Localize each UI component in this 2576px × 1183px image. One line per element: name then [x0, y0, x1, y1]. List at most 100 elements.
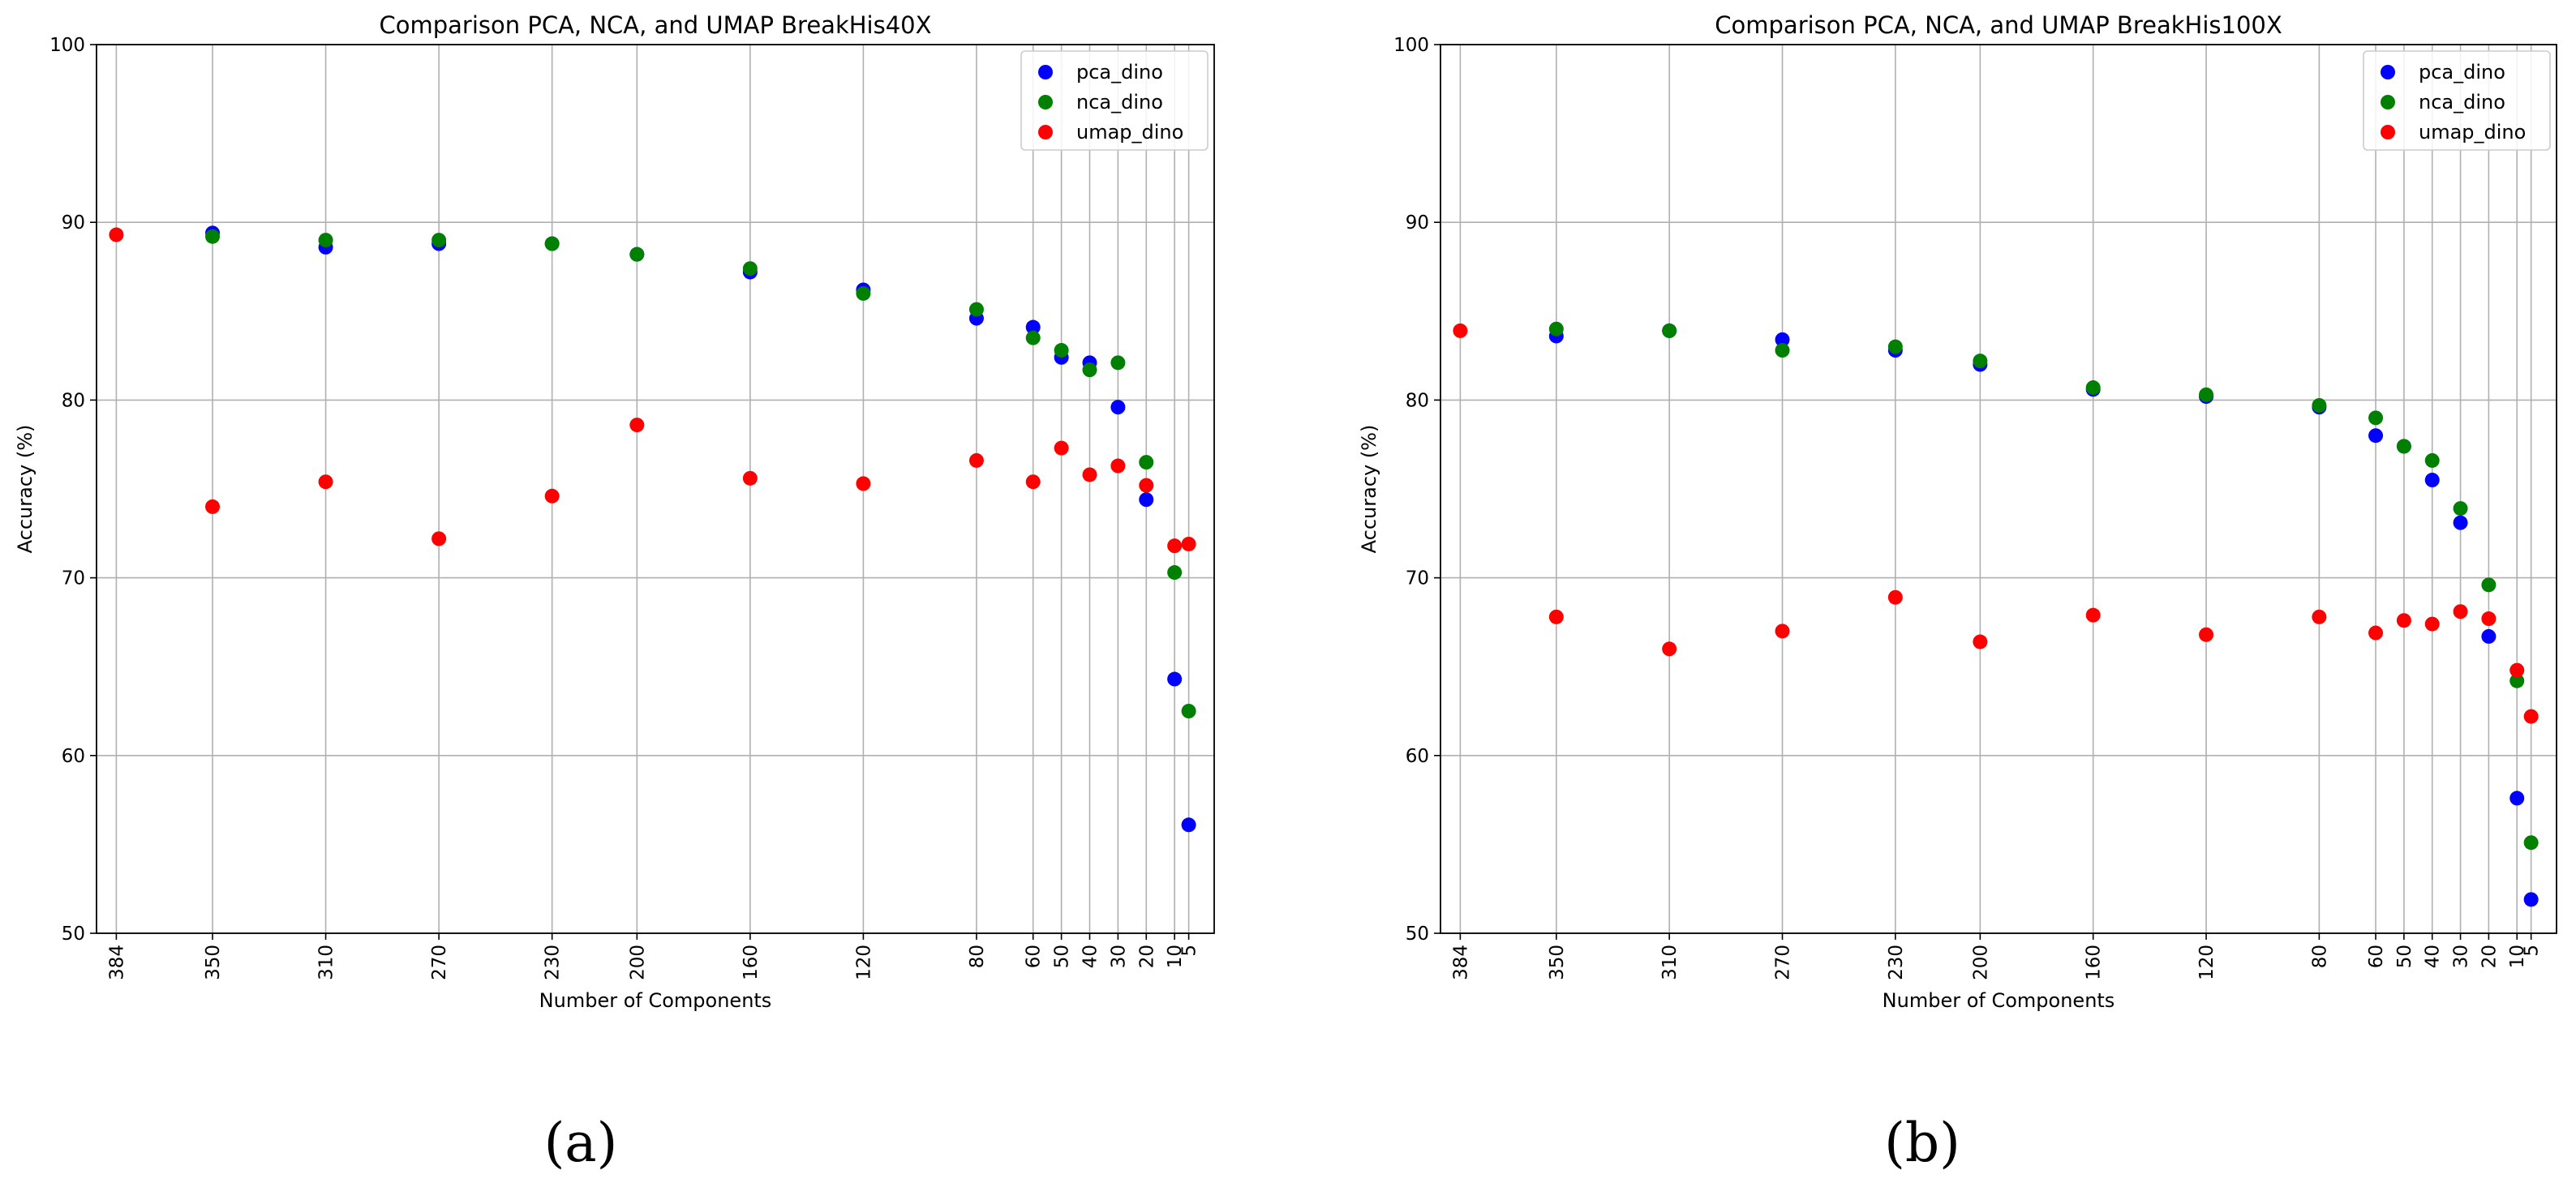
data-point-nca_dino [1110, 355, 1126, 371]
data-point-pca_dino [1181, 817, 1196, 833]
chart-title: Comparison PCA, NCA, and UMAP BreakHis40… [380, 11, 932, 39]
data-point-pca_dino [1025, 319, 1041, 335]
data-point-umap_dino [1025, 474, 1041, 490]
x-tick-label: 200 [627, 945, 648, 980]
data-point-umap_dino [856, 476, 871, 491]
x-tick-label: 5 [2522, 945, 2543, 957]
x-tick-label: 20 [2479, 945, 2500, 968]
x-tick-label: 50 [2394, 945, 2415, 968]
legend-marker [2381, 125, 2395, 139]
y-tick-label: 90 [62, 212, 85, 234]
data-point-umap_dino [629, 418, 645, 433]
x-tick-label: 270 [1773, 945, 1794, 980]
x-tick-label: 60 [2366, 945, 2387, 968]
x-tick-label: 30 [1108, 945, 1129, 968]
x-tick-label: 50 [1052, 945, 1073, 968]
data-point-umap_dino [2509, 662, 2525, 678]
x-tick-label: 30 [2451, 945, 2472, 968]
data-point-umap_dino [1453, 323, 1468, 338]
data-point-nca_dino [1054, 343, 1069, 358]
data-point-nca_dino [1181, 704, 1196, 718]
legend-label: pca_dino [1076, 61, 1163, 84]
legend-box [2363, 50, 2551, 151]
data-point-umap_dino [1082, 467, 1097, 482]
data-point-umap_dino [544, 488, 560, 504]
data-point-nca_dino [2509, 673, 2525, 688]
x-tick-label: 80 [2309, 945, 2330, 968]
data-point-nca_dino [1548, 321, 1564, 336]
data-point-umap_dino [1548, 609, 1564, 624]
x-tick-label: 310 [1659, 945, 1681, 980]
x-tick-label: 350 [203, 945, 224, 980]
series-nca_dino [205, 229, 1196, 718]
legend-box [1020, 50, 1209, 151]
x-axis-label: Number of Components [1883, 989, 2115, 1012]
legend-label: nca_dino [1076, 91, 1163, 114]
y-axis-label: Accuracy (%) [1358, 425, 1380, 554]
x-tick-label: 384 [106, 945, 127, 980]
series-pca_dino [1548, 323, 2539, 907]
legend-label: pca_dino [2419, 61, 2505, 84]
data-point-nca_dino [2523, 835, 2539, 851]
data-point-nca_dino [2424, 452, 2440, 468]
data-point-umap_dino [2199, 627, 2214, 642]
x-tick-label: 40 [1080, 945, 1101, 968]
x-tick-label: 20 [1136, 945, 1157, 968]
y-tick-label: 60 [62, 746, 85, 767]
x-tick-label: 10 [1165, 945, 1186, 968]
data-point-nca_dino [1139, 455, 1154, 470]
data-point-nca_dino [431, 233, 447, 248]
data-point-nca_dino [629, 246, 645, 262]
x-tick-label: 384 [1450, 945, 1471, 980]
y-tick-label: 60 [1406, 746, 1429, 767]
data-point-umap_dino [2481, 611, 2497, 627]
data-point-nca_dino [1082, 362, 1097, 378]
data-point-nca_dino [1167, 565, 1183, 581]
data-point-pca_dino [2523, 892, 2539, 907]
series-umap_dino [1453, 323, 2539, 724]
data-point-nca_dino [856, 285, 871, 301]
legend-marker [2381, 95, 2395, 109]
x-axis-label: Number of Components [539, 989, 772, 1012]
legend-marker [2381, 65, 2395, 79]
data-point-nca_dino [544, 236, 560, 251]
y-tick-label: 100 [49, 35, 85, 56]
data-point-nca_dino [2481, 577, 2497, 593]
x-tick-label: 5 [1179, 945, 1200, 957]
data-point-umap_dino [1775, 624, 1790, 639]
y-tick-label: 70 [1406, 568, 1429, 589]
data-point-pca_dino [1775, 332, 1790, 347]
x-tick-label: 230 [1886, 945, 1907, 980]
data-point-umap_dino [1887, 589, 1903, 605]
x-tick-label: 160 [741, 945, 762, 980]
data-point-pca_dino [1139, 492, 1154, 508]
x-tick-label: 160 [2084, 945, 2105, 980]
x-tick-label: 10 [2507, 945, 2528, 968]
data-point-umap_dino [2396, 613, 2411, 628]
y-tick-label: 80 [1406, 390, 1429, 411]
chart-panel-a: 384 350 310 270 230 200 160 120 80 60 50 40 30 20 105 5… [14, 11, 1215, 1174]
data-point-pca_dino [1167, 671, 1183, 687]
data-point-nca_dino [2368, 410, 2384, 426]
data-point-nca_dino [1662, 323, 1677, 338]
data-point-nca_dino [2199, 387, 2214, 402]
x-tick-label: 350 [1547, 945, 1568, 980]
legend: pca_dino nca_dino umap_dino [1020, 50, 1209, 151]
data-point-umap_dino [2312, 609, 2327, 624]
y-tick-label: 50 [62, 924, 85, 945]
data-point-umap_dino [2424, 616, 2440, 632]
x-tick-label: 40 [2423, 945, 2444, 968]
y-tick-label: 90 [1406, 212, 1429, 234]
data-point-umap_dino [1167, 538, 1183, 554]
data-point-nca_dino [742, 261, 758, 276]
data-point-umap_dino [1054, 440, 1069, 456]
data-point-umap_dino [2368, 625, 2384, 641]
data-point-umap_dino [968, 452, 984, 468]
data-point-umap_dino [318, 474, 333, 490]
x-tick-label: 80 [967, 945, 988, 968]
y-tick-label: 70 [62, 568, 85, 589]
data-point-nca_dino [1973, 354, 1988, 369]
x-tick-label: 120 [2196, 945, 2218, 980]
series-umap_dino [109, 227, 1196, 554]
